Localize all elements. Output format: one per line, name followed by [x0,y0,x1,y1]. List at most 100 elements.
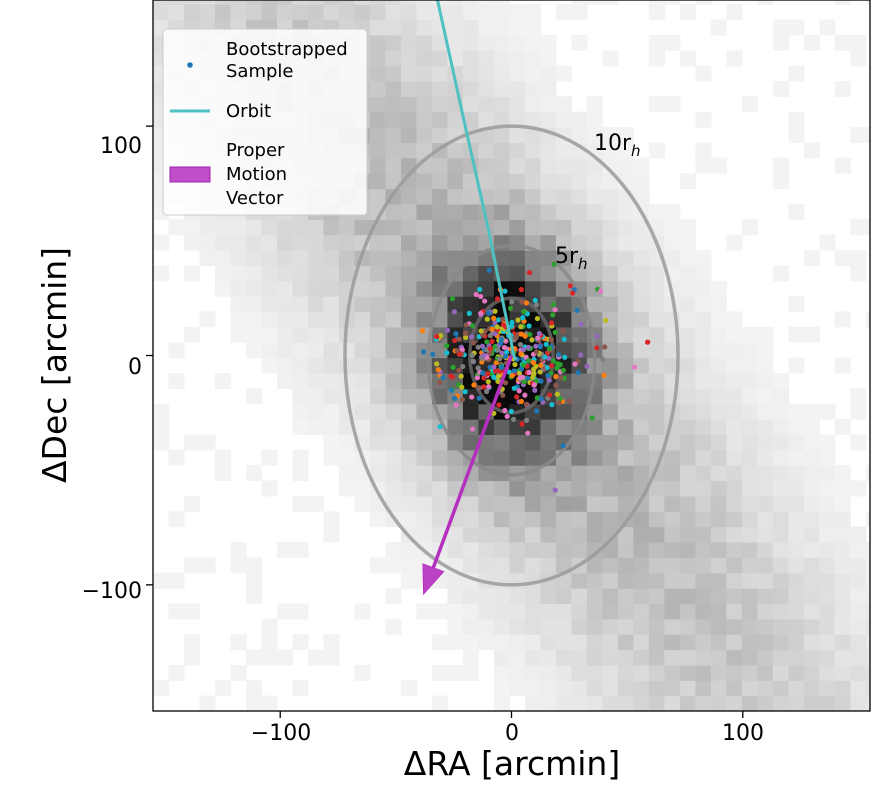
histogram-bin [757,664,774,681]
histogram-bin [462,65,480,82]
histogram-bin [416,495,433,512]
histogram-bin [617,557,634,574]
histogram-bin [400,419,418,435]
histogram-bin [633,526,650,543]
histogram-bin [509,127,526,144]
bootstrapped-point [546,377,552,383]
histogram-bin [385,19,402,36]
histogram-bin [245,296,263,313]
histogram-bin [617,203,634,220]
histogram-bin [741,511,758,528]
histogram-bin [540,557,557,574]
histogram-bin [695,603,712,620]
histogram-bin [493,173,511,190]
histogram-bin [540,173,557,190]
bootstrapped-point [449,296,456,302]
bootstrapped-point [601,372,607,378]
histogram-bin [586,188,603,205]
bootstrapped-point [492,331,498,337]
bootstrapped-point [453,402,459,408]
histogram-bin [447,173,464,190]
histogram-bin [571,188,588,205]
bootstrapped-point [498,364,505,371]
annotation-10rh: 10rh [594,131,641,160]
histogram-bin [540,465,557,482]
histogram-bin [509,680,526,697]
histogram-bin [524,250,542,266]
histogram-bin [679,664,696,681]
histogram-bin [261,618,278,635]
bootstrapped-point [495,378,501,385]
histogram-bin [292,403,309,420]
histogram-bin [478,34,495,51]
histogram-bin [571,342,588,359]
histogram-bin [571,664,588,681]
histogram-bin [323,311,340,328]
histogram-bin [741,603,758,620]
histogram-bin [214,219,232,236]
histogram-bin [633,634,650,651]
histogram-bin [726,680,743,697]
x-tick-label: 0 [505,721,519,746]
histogram-bin [307,388,325,405]
histogram-bin [493,541,511,558]
bootstrapped-point [538,378,544,384]
histogram-bin [555,664,573,681]
bootstrapped-point [481,384,487,390]
histogram-bin [369,173,387,190]
histogram-bin [772,465,789,482]
histogram-bin [788,664,805,681]
bootstrapped-point [430,351,436,357]
histogram-bin [385,280,402,297]
bootstrapped-point [491,364,497,370]
histogram-bin [493,695,511,711]
bootstrapped-point [462,334,469,340]
histogram-bin [803,588,820,605]
histogram-bin [648,4,665,21]
histogram-bin [710,680,727,697]
bootstrapped-point [456,336,462,342]
histogram-bin [431,603,449,620]
histogram-bin [493,449,511,466]
histogram-bin [617,618,634,635]
bootstrapped-point [500,392,506,398]
histogram-bin [385,449,402,466]
histogram-bin [540,664,557,681]
histogram-bin [400,311,418,328]
histogram-bin [323,4,340,21]
histogram-bin [834,419,851,435]
histogram-bin [679,342,696,359]
histogram-bin [540,80,557,97]
histogram-bin [447,664,464,681]
histogram-bin [834,588,851,605]
bootstrapped-point [437,380,443,386]
histogram-bin [819,234,836,251]
bootstrapped-point [468,334,475,340]
histogram-bin [803,34,820,51]
histogram-bin [524,680,542,697]
histogram-bin [509,80,526,97]
histogram-bin [261,449,278,466]
histogram-bin [819,465,836,482]
histogram-bin [586,541,603,558]
histogram-bin [524,664,542,681]
histogram-bin [586,618,603,635]
bootstrapped-point [492,308,498,314]
histogram-bin [478,480,495,497]
histogram-bin [183,495,201,512]
bootstrapped-point [420,349,427,355]
histogram-bin [648,34,665,51]
histogram-bin [478,449,495,466]
histogram-bin [369,111,387,128]
histogram-bin [416,65,433,82]
bootstrapped-point [548,363,555,369]
histogram-bin [153,0,170,5]
histogram-bin [230,0,247,5]
histogram-bin [385,50,402,67]
histogram-bin [431,219,449,236]
bootstrapped-point [471,382,477,388]
histogram-bin [323,296,340,313]
histogram-bin [416,34,433,51]
histogram-bin [617,572,634,589]
histogram-bin [850,34,867,51]
